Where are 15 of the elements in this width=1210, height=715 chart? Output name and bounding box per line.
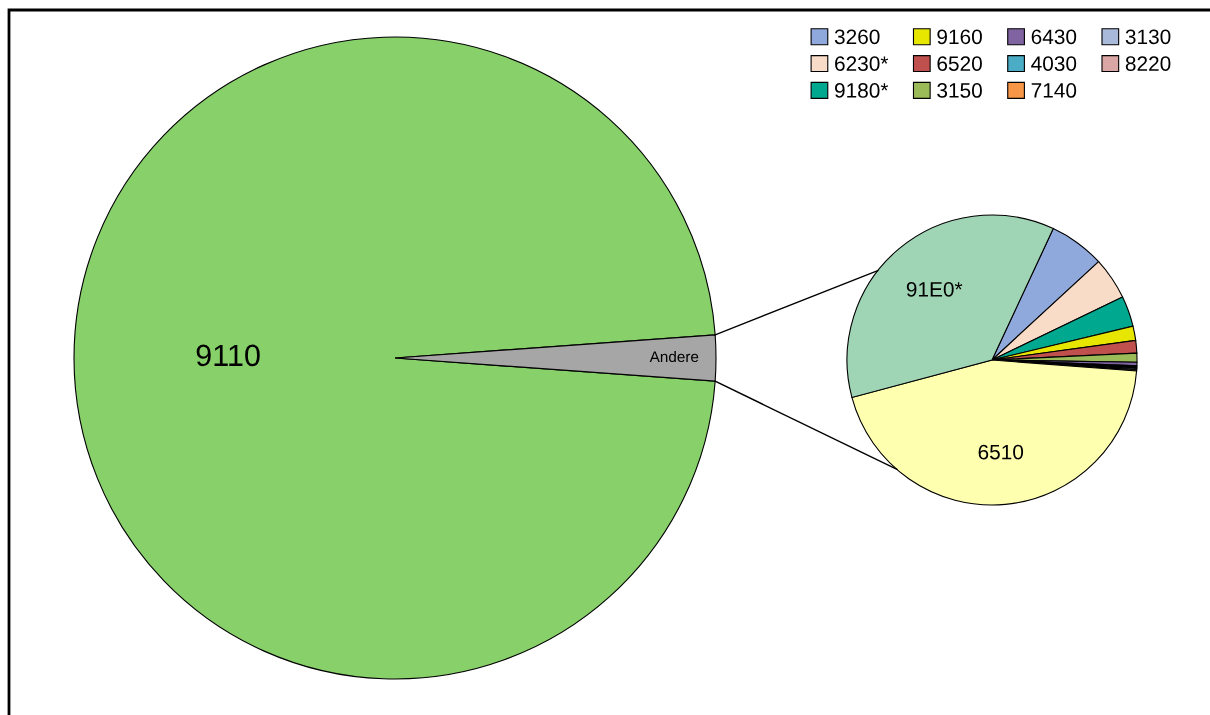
legend-label: 4030 [1031, 56, 1077, 71]
slice-label: 9110 [196, 344, 260, 367]
slice-label: Andere [649, 350, 699, 363]
legend-label: 3260 [834, 29, 880, 45]
legend-label: 3130 [1125, 29, 1171, 45]
legend-label: 6520 [937, 56, 982, 71]
legend-label: 6430 [1031, 29, 1077, 45]
slice-label: 91E0* [906, 281, 963, 297]
legend-label: 7140 [1031, 83, 1077, 98]
legend-label: 9160 [937, 29, 982, 45]
slice-label: 6510 [978, 444, 1024, 460]
legend-label: 9180* [835, 83, 889, 98]
legend-label: 3150 [937, 83, 982, 98]
legend-label: 6230* [835, 56, 889, 71]
legend-label: 8220 [1125, 56, 1171, 71]
